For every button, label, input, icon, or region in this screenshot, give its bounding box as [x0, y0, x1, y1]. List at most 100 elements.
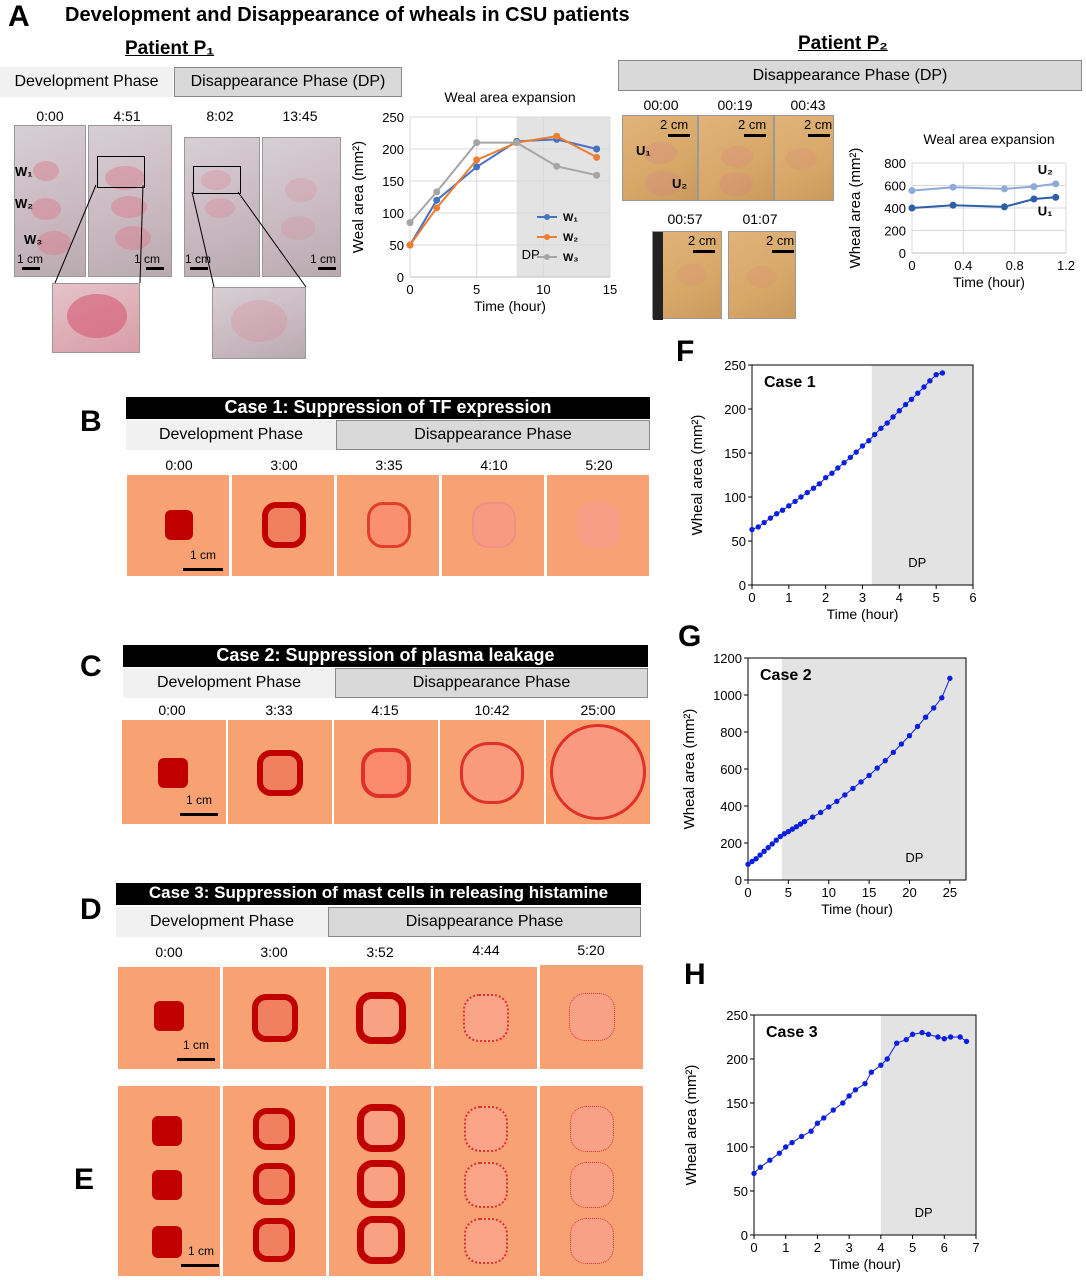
data-point: [1030, 195, 1038, 203]
x-tick-label: 2: [814, 1240, 821, 1255]
y-tick-label: 150: [724, 446, 746, 461]
data-point: [593, 145, 601, 153]
data-point: [765, 844, 771, 851]
y-tick-label: 100: [382, 206, 404, 221]
x-axis-label: Time (hour): [953, 274, 1025, 290]
y-tick-label: 150: [726, 1096, 748, 1111]
data-point: [890, 414, 896, 420]
data-point: [757, 1164, 764, 1170]
dp-region: [781, 658, 966, 880]
x-tick-label: 2: [822, 590, 829, 605]
case2-sim-1: [228, 720, 332, 824]
x-tick-label: 20: [902, 885, 916, 900]
y-tick-label: 200: [720, 836, 742, 851]
data-point: [898, 741, 905, 747]
case1-wheal-chart: 0 50 100 150 200 250 0 1 2 3 4 5 6 Time (hour) Wheal a…: [689, 358, 977, 622]
case1-time-2: 3:35: [375, 457, 403, 473]
x-tick-label: 1: [785, 590, 792, 605]
p2-time-1: 00:19: [717, 97, 753, 113]
p1-weal-area-chart: 0 50 100 150 200 250 0 5 10 15 Weal area expansion…: [350, 89, 617, 314]
case1-scale-bar: [183, 568, 223, 571]
series-line: [409, 141, 597, 224]
case2-sim-0: [122, 720, 226, 824]
dp-region: [880, 1015, 976, 1235]
p2-time-2: 00:43: [790, 97, 826, 113]
data-point: [798, 494, 804, 500]
case-annotation: Case 1: [764, 374, 816, 391]
case-e-scale-label: 1 cm: [188, 1244, 215, 1258]
data-point: [777, 833, 783, 840]
data-point: [884, 420, 890, 426]
data-point: [921, 384, 927, 390]
x-axis-label: Time (hour): [827, 606, 899, 622]
x-tick-label: 0: [748, 590, 755, 605]
data-point: [779, 507, 786, 513]
x-tick-label: 6: [941, 1240, 948, 1255]
case2-disappearance-phase: Disappearance Phase: [335, 668, 648, 698]
case3-time-1: 3:00: [260, 944, 288, 960]
data-point: [949, 183, 957, 191]
data-point: [957, 1034, 963, 1040]
p2-scale-label-3: 2 cm: [688, 233, 717, 248]
data-point: [878, 1062, 884, 1068]
data-point: [822, 474, 829, 481]
x-tick-label: 0: [744, 885, 751, 900]
x-tick-label: 5: [909, 1240, 916, 1255]
series-end-label: U₁: [1038, 203, 1053, 218]
plot-frame: [747, 657, 967, 881]
chart-title: Weal area expansion: [923, 131, 1054, 147]
p1-scale-label-2: 1 cm: [185, 252, 212, 266]
data-point: [853, 449, 859, 455]
x-axis-label: Time (hour): [829, 1256, 901, 1272]
data-point: [840, 1100, 846, 1106]
y-tick-label: 100: [724, 490, 746, 505]
y-tick-label: 50: [732, 534, 746, 549]
data-point: [859, 443, 866, 449]
data-point: [793, 824, 800, 830]
data-point: [933, 371, 939, 378]
p2-scale-label-0: 2 cm: [660, 117, 689, 132]
data-point: [896, 408, 903, 414]
data-point: [922, 714, 929, 720]
p2-photo-4: [728, 231, 796, 319]
y-tick-label: 250: [724, 358, 746, 373]
y-tick-label: 0: [735, 873, 742, 888]
data-point: [858, 779, 864, 785]
data-point: [963, 1038, 970, 1045]
data-point: [816, 481, 823, 487]
p2-time-3: 00:57: [667, 211, 703, 227]
y-tick-label: 1200: [713, 651, 742, 666]
data-point: [829, 470, 835, 476]
case3-scale-bar: [177, 1058, 215, 1061]
y-tick-label: 1000: [713, 688, 742, 703]
data-point: [1052, 193, 1060, 201]
case2-development-phase: Development Phase: [123, 668, 335, 698]
x-tick-label: 15: [862, 885, 876, 900]
plot-frame: [751, 364, 974, 586]
data-point: [781, 831, 788, 837]
dp-region: [516, 117, 610, 277]
data-point: [801, 818, 808, 825]
y-axis-label: Weal area (mm²): [350, 141, 367, 253]
x-tick-label: 25: [943, 885, 957, 900]
data-point: [1052, 180, 1060, 188]
data-point: [761, 519, 767, 526]
series-line: [409, 135, 598, 246]
case1-sim-4: [547, 475, 649, 576]
case1-time-3: 4:10: [480, 457, 508, 473]
dp-label: DP: [908, 555, 926, 570]
patient1-title: Patient P₁: [125, 38, 215, 59]
case2-wheal-chart: 0 200 400 600 800 1000 1200 0 5 10 15 20 25 Time (hou…: [681, 651, 967, 917]
x-tick-label: 10: [536, 282, 550, 297]
x-tick-label: 0.4: [954, 258, 972, 273]
case-annotation: Case 2: [760, 667, 812, 684]
data-point: [789, 826, 796, 832]
data-point: [846, 1093, 852, 1099]
data-point: [903, 1036, 909, 1043]
data-point: [871, 431, 878, 438]
p1-time-1: 4:51: [113, 108, 141, 124]
data-point: [882, 757, 888, 764]
data-point: [473, 156, 481, 164]
y-axis-label: Wheal area (mm²): [683, 1065, 700, 1186]
case3-time-0: 0:00: [155, 944, 183, 960]
